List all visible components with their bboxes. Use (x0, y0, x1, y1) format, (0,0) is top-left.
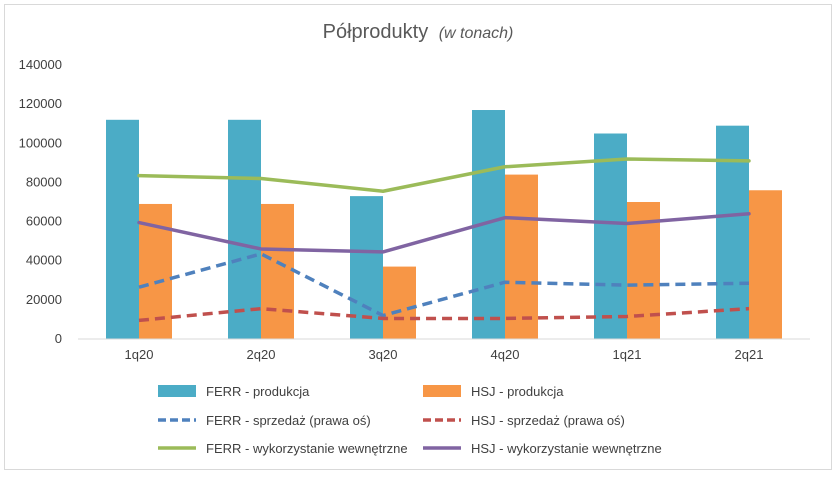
bar-ferr-produkcja (594, 133, 627, 339)
legend-item: FERR - sprzedaż (prawa oś) (158, 413, 371, 428)
y-tick-label: 100000 (19, 135, 62, 150)
bars-layer (106, 110, 782, 340)
bar-ferr-produkcja (228, 119, 261, 339)
chart-title: Półprodukty (w tonach) (323, 21, 514, 43)
x-tick-label: 3q20 (369, 347, 398, 362)
y-tick-label: 20000 (26, 292, 62, 307)
x-tick-label: 4q20 (491, 347, 520, 362)
bar-ferr-produkcja (716, 125, 749, 340)
x-tick-label: 1q20 (125, 347, 154, 362)
series-line-hsj-wykorzystanie (137, 211, 751, 254)
x-axis: 1q20 2q20 3q20 4q20 1q21 2q21 (125, 347, 764, 362)
x-tick-label: 2q21 (735, 347, 764, 362)
legend-swatch (158, 385, 196, 397)
legend-label: HSJ - wykorzystanie wewnętrzne (471, 441, 662, 456)
y-tick-label: 0 (55, 331, 62, 346)
y-tick-label: 60000 (26, 214, 62, 229)
legend-item: FERR - produkcja (158, 384, 310, 399)
legend-swatch (423, 385, 461, 397)
y-tick-label: 140000 (19, 57, 62, 72)
lines-layer (137, 157, 751, 323)
bar-hsj-produkcja (749, 190, 782, 339)
series-line-ferr-wykorzystanie (137, 157, 751, 193)
y-tick-label: 120000 (19, 96, 62, 111)
bar-hsj-produkcja (505, 174, 538, 339)
legend-label: FERR - sprzedaż (prawa oś) (206, 413, 371, 428)
x-tick-label: 2q20 (247, 347, 276, 362)
legend-label: FERR - produkcja (206, 384, 310, 399)
legend-label: FERR - wykorzystanie wewnętrzne (206, 441, 408, 456)
legend-item: FERR - wykorzystanie wewnętrzne (158, 441, 408, 456)
legend-item: HSJ - produkcja (423, 384, 564, 399)
y-axis: 0 20000 40000 60000 80000 100000 120000 140000 (19, 57, 62, 346)
legend-label: HSJ - sprzedaż (prawa oś) (471, 413, 625, 428)
legend: FERR - produkcja HSJ - produkcja FERR - sp… (158, 384, 662, 456)
bar-hsj-produkcja (261, 203, 294, 339)
bar-ferr-produkcja (106, 119, 139, 339)
series-line-hsj-sprzedaz (138, 306, 750, 323)
legend-item: HSJ - sprzedaż (prawa oś) (423, 413, 625, 428)
x-tick-label: 1q21 (613, 347, 642, 362)
legend-label: HSJ - produkcja (471, 384, 564, 399)
bar-hsj-produkcja (383, 266, 416, 339)
series-line-ferr-sprzedaz (138, 252, 750, 318)
y-tick-label: 40000 (26, 253, 62, 268)
y-tick-label: 80000 (26, 174, 62, 189)
legend-item: HSJ - wykorzystanie wewnętrzne (423, 441, 662, 456)
